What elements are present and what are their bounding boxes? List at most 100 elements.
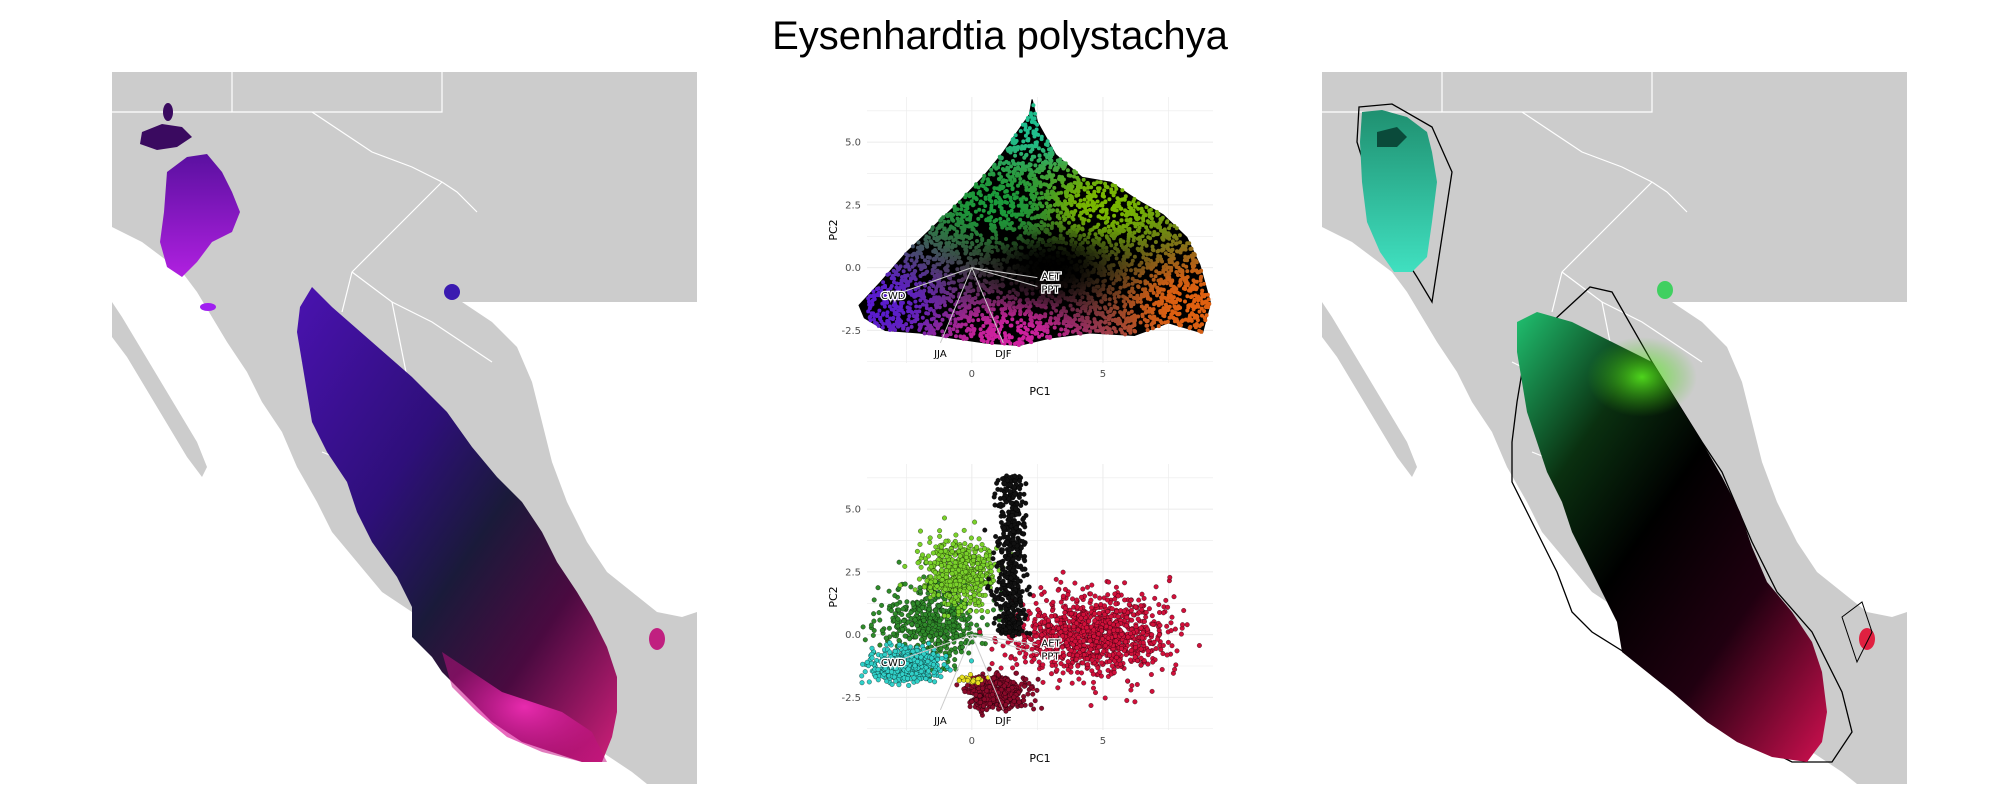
scatter-point: [1091, 200, 1095, 204]
scatter-point: [932, 317, 936, 321]
scatter-point: [1145, 281, 1149, 285]
top-point-cloud: [859, 100, 1211, 348]
scatter-point: [1020, 147, 1024, 151]
scatter-point: [1103, 305, 1107, 309]
scatter-point: [965, 306, 969, 310]
scatter-point: [1142, 252, 1146, 256]
scatter-point: [1000, 223, 1004, 227]
scatter-point: [1082, 328, 1086, 332]
scatter-point: [1157, 602, 1162, 607]
scatter-point: [974, 261, 978, 265]
scatter-point: [978, 333, 982, 337]
scatter-point: [1046, 189, 1050, 193]
scatter-point: [1062, 251, 1066, 255]
scatter-point: [1073, 284, 1077, 288]
scatter-point: [924, 676, 929, 681]
scatter-point: [982, 317, 986, 321]
scatter-point: [932, 680, 937, 685]
scatter-point: [1076, 313, 1080, 317]
scatter-point: [917, 293, 921, 297]
scatter-point: [984, 321, 988, 325]
scatter-point: [969, 622, 974, 627]
scatter-point: [1023, 226, 1027, 230]
scatter-point: [952, 657, 957, 662]
scatter-point: [903, 582, 908, 587]
scatter-point: [999, 262, 1003, 266]
scatter-point: [1199, 279, 1203, 283]
vector-label-ppt: PPT: [1041, 284, 1060, 295]
scatter-point: [997, 201, 1001, 205]
scatter-point: [1002, 296, 1006, 300]
scatter-point: [1078, 235, 1082, 239]
scatter-point: [1112, 326, 1116, 330]
scatter-point: [1129, 294, 1133, 298]
scatter-point: [956, 223, 960, 227]
scatter-point: [1057, 678, 1062, 683]
scatter-point: [1160, 667, 1165, 672]
scatter-point: [927, 331, 931, 335]
scatter-point: [920, 605, 925, 610]
scatter-point: [1011, 295, 1015, 299]
scatter-point: [866, 309, 870, 313]
scatter-point: [1192, 300, 1196, 304]
scatter-point: [1156, 289, 1160, 293]
scatter-point: [1123, 326, 1127, 330]
scatter-point: [1104, 221, 1108, 225]
scatter-point: [929, 289, 933, 293]
scatter-point: [972, 203, 976, 207]
scatter-point: [1139, 626, 1144, 631]
scatter-point: [1009, 199, 1013, 203]
scatter-point: [925, 243, 929, 247]
scatter-point: [1047, 147, 1051, 151]
scatter-point: [913, 664, 918, 669]
scatter-point: [871, 633, 876, 638]
scatter-point: [899, 286, 903, 290]
scatter-point: [1042, 175, 1046, 179]
scatter-point: [1024, 206, 1028, 210]
scatter-point: [1069, 260, 1073, 264]
scatter-point: [1079, 301, 1083, 305]
scatter-point: [932, 670, 937, 675]
scatter-point: [966, 286, 970, 290]
scatter-point: [1155, 293, 1159, 297]
scatter-point: [1023, 123, 1027, 127]
scatter-point: [1086, 201, 1090, 205]
scatter-point: [1195, 315, 1199, 319]
scatter-point: [918, 298, 922, 302]
scatter-point: [1010, 213, 1014, 217]
scatter-point: [893, 649, 898, 654]
scatter-point: [1124, 318, 1128, 322]
scatter-point: [1111, 183, 1115, 187]
scatter-point: [1102, 254, 1106, 258]
scatter-point: [991, 337, 995, 341]
scatter-point: [882, 312, 886, 316]
scatter-point: [998, 217, 1002, 221]
scatter-point: [1040, 135, 1044, 139]
scatter-point: [938, 631, 943, 636]
scatter-point: [1051, 190, 1055, 194]
scatter-point: [997, 196, 1001, 200]
scatter-point: [1017, 300, 1021, 304]
scatter-point: [1117, 201, 1121, 205]
scatter-point: [893, 679, 898, 684]
bottom-grid: [867, 464, 1213, 730]
scatter-point: [884, 636, 889, 641]
scatter-point: [1016, 213, 1020, 217]
scatter-point: [976, 318, 980, 322]
scatter-point: [1087, 271, 1091, 275]
scatter-point: [1160, 260, 1164, 264]
scatter-point: [1058, 159, 1062, 163]
scatter-point: [1145, 262, 1149, 266]
scatter-point: [1155, 286, 1159, 290]
scatter-point: [1178, 233, 1182, 237]
scatter-point: [909, 585, 914, 590]
scatter-point: [1053, 162, 1057, 166]
scatter-point: [1028, 201, 1032, 205]
scatter-point: [1165, 304, 1169, 308]
scatter-point: [935, 657, 940, 662]
scatter-point: [1074, 188, 1078, 192]
scatter-point: [1044, 183, 1048, 187]
scatter-point: [1008, 290, 1012, 294]
scatter-point: [930, 630, 935, 635]
scatter-point: [909, 302, 913, 306]
